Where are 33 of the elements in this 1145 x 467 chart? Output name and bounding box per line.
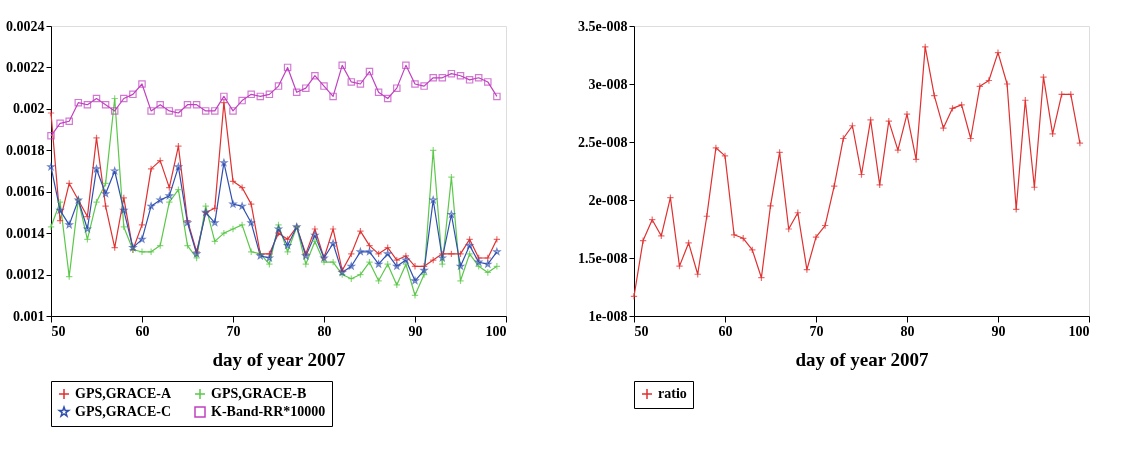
y-tick-label: 0.0014 (6, 225, 45, 241)
y-tick-label: 0.0018 (6, 142, 45, 158)
y-tick-label: 1e-008 (588, 308, 628, 324)
legend-label: GPS,GRACE-B (211, 386, 307, 401)
y-tick-label: 0.0024 (6, 18, 45, 34)
y-tick-label: 0.001 (13, 308, 45, 324)
x-tick-label: 90 (991, 323, 1006, 339)
y-tick-label: 2.5e-008 (578, 134, 628, 150)
x-tick-label: 80 (900, 323, 915, 339)
x-tick-label: 60 (718, 323, 733, 339)
y-tick-label: 1.5e-008 (578, 250, 628, 266)
y-tick-label: 0.0016 (6, 184, 45, 200)
legend-label: GPS,GRACE-A (75, 386, 172, 401)
x-tick-label: 90 (408, 323, 423, 339)
y-tick-label: 3e-008 (588, 76, 628, 92)
x-tick-label: 70 (809, 323, 824, 339)
x-tick-label: 50 (634, 323, 649, 339)
y-tick-label: 0.0012 (6, 267, 45, 283)
x-tick-label: 100 (1068, 323, 1090, 339)
legend-label: ratio (658, 386, 687, 401)
x-tick-label: 50 (51, 323, 66, 339)
x-axis-title: day of year 2007 (795, 348, 930, 370)
y-tick-label: 2e-008 (588, 192, 628, 208)
y-tick-label: 0.0022 (6, 59, 45, 75)
y-tick-label: 0.002 (13, 101, 45, 117)
y-tick-label: 3.5e-008 (578, 18, 628, 34)
legend-label: GPS,GRACE-C (75, 404, 172, 419)
legend-label: K-Band-RR*10000 (211, 404, 326, 419)
x-axis-title: day of year 2007 (212, 348, 347, 370)
x-tick-label: 70 (226, 323, 241, 339)
x-tick-label: 80 (317, 323, 332, 339)
x-tick-label: 60 (135, 323, 150, 339)
x-tick-label: 100 (485, 323, 507, 339)
